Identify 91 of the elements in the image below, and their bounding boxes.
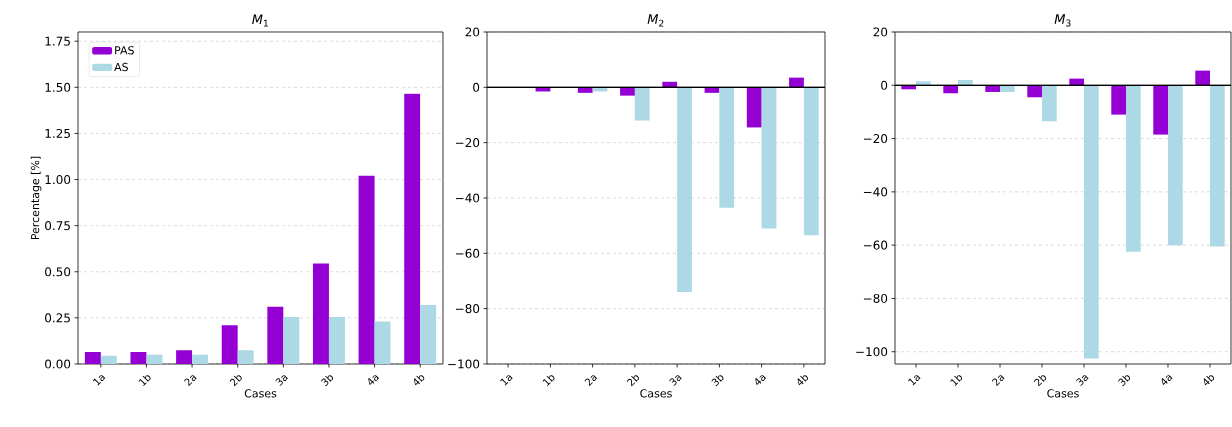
bar — [328, 316, 345, 364]
bar — [1168, 85, 1183, 246]
x-tick-label: 1b — [542, 375, 555, 386]
x-tick-label: 4b — [1203, 375, 1215, 386]
bar — [267, 306, 284, 364]
bar — [1042, 85, 1057, 122]
y-tick-label: 20 — [873, 27, 888, 37]
y-tick-label: −100 — [448, 359, 480, 369]
x-tick-label: 2a — [992, 375, 1005, 387]
bar — [1153, 85, 1168, 135]
y-tick-label: 0.75 — [45, 221, 70, 231]
y-tick-label: −20 — [455, 138, 480, 148]
y-tick-label: −80 — [455, 304, 480, 314]
bar — [1069, 78, 1084, 86]
y-tick-label: −60 — [455, 248, 480, 258]
bar — [1210, 85, 1225, 247]
y-axis-title: Percentage [%] — [30, 156, 42, 240]
bar — [358, 175, 375, 364]
y-tick-label: 0 — [473, 82, 480, 92]
x-tick-label: 2b — [229, 375, 242, 387]
bar — [283, 316, 300, 364]
y-tick-label: −60 — [863, 240, 888, 250]
y-tick-label: −40 — [863, 187, 888, 197]
bar — [420, 304, 437, 364]
y-tick-label: 0 — [881, 80, 888, 90]
x-tick-label: 1a — [500, 375, 513, 386]
bar — [958, 79, 973, 86]
x-tick-label: 4a — [1161, 375, 1173, 385]
y-tick-label: 1.50 — [45, 82, 71, 92]
x-tick-label: 1b — [950, 375, 963, 386]
x-axis-title: Cases — [640, 389, 672, 398]
chart-title: M$_{2}$ — [647, 14, 664, 27]
x-tick-label: 4a — [755, 375, 767, 385]
y-tick-label: 0.00 — [45, 359, 71, 369]
x-tick-label: 3b — [711, 375, 724, 387]
bar — [237, 350, 254, 364]
y-tick-label: −100 — [856, 347, 888, 357]
x-tick-label: 2b — [1034, 375, 1047, 387]
x-tick-label: 4a — [368, 375, 380, 385]
chart-title: M$_{3}$ — [1054, 14, 1071, 27]
bar — [719, 87, 735, 208]
bar — [130, 352, 147, 364]
bar — [221, 325, 238, 364]
legend-label: AS — [114, 62, 128, 72]
y-tick-label: −80 — [863, 293, 888, 303]
bar — [746, 87, 762, 128]
y-tick-label: 1.00 — [45, 175, 71, 185]
bar — [803, 87, 819, 236]
x-tick-label: 3a — [669, 375, 682, 386]
bar — [1084, 85, 1099, 359]
chart-title: M$_{1}$ — [252, 14, 268, 27]
x-tick-label: 2b — [626, 375, 639, 387]
x-tick-label: 3b — [1118, 375, 1131, 387]
x-tick-label: 4b — [413, 375, 425, 386]
bar — [761, 87, 777, 229]
bar — [146, 354, 163, 364]
x-tick-label: 1b — [138, 375, 151, 386]
bar — [916, 81, 931, 86]
bar — [100, 355, 117, 364]
x-axis-title: Cases — [244, 389, 277, 398]
x-tick-label: 2a — [184, 375, 197, 387]
y-tick-label: 0.50 — [45, 267, 71, 277]
bar — [1195, 70, 1210, 86]
bar — [1111, 85, 1126, 115]
bar — [312, 263, 329, 364]
y-tick-label: −40 — [455, 193, 480, 203]
bar — [176, 350, 193, 364]
x-tick-label: 2a — [584, 375, 598, 387]
x-axis-title: Cases — [1047, 389, 1079, 398]
y-tick-label: 0.25 — [45, 313, 70, 323]
x-tick-label: 1a — [908, 375, 921, 386]
y-tick-label: 1.25 — [45, 128, 70, 138]
bar — [192, 354, 209, 364]
bar — [677, 87, 692, 293]
y-tick-label: 1.75 — [45, 36, 70, 46]
bar — [634, 87, 650, 121]
y-tick-label: −20 — [863, 134, 888, 144]
legend-label: PAS — [115, 46, 134, 55]
bar — [789, 77, 804, 88]
bar — [1126, 85, 1141, 252]
x-tick-label: 4b — [797, 375, 808, 386]
y-tick-label: 20 — [465, 27, 480, 37]
bar — [374, 321, 391, 364]
x-tick-label: 1a — [93, 375, 106, 386]
x-tick-label: 3a — [1076, 375, 1089, 386]
bar — [84, 352, 101, 364]
bar — [662, 81, 678, 88]
bar — [1027, 85, 1042, 98]
x-tick-label: 3b — [321, 375, 334, 387]
bar — [404, 93, 421, 364]
x-tick-label: 3a — [275, 375, 288, 386]
